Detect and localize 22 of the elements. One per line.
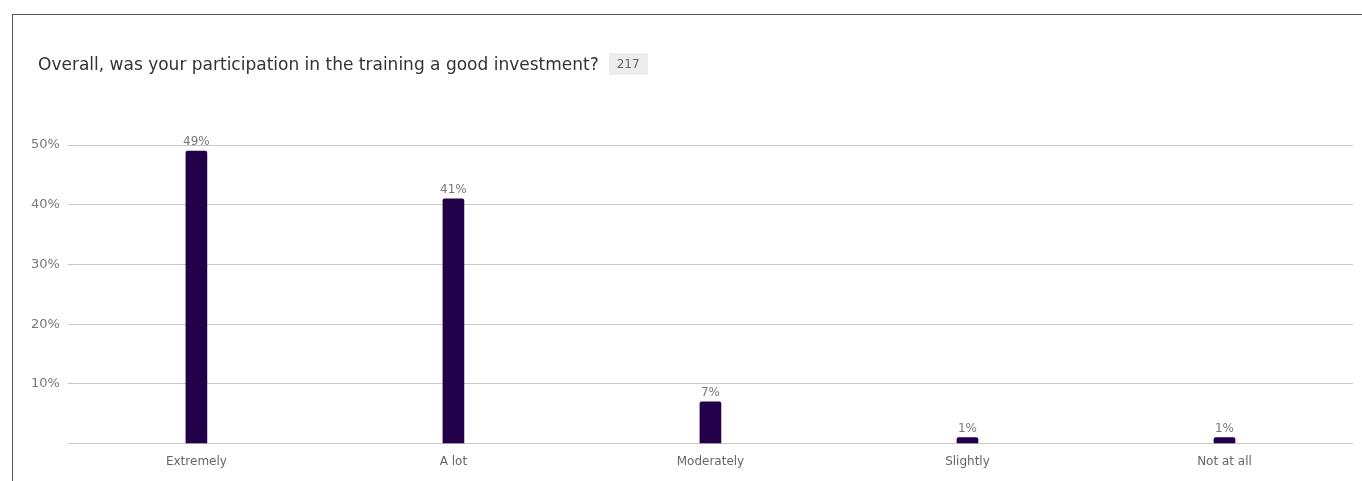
y-tick-label: 50% bbox=[30, 136, 60, 152]
data-label: 1% bbox=[1214, 420, 1235, 435]
x-tick-label: Moderately bbox=[676, 453, 745, 468]
chart-title: Overall, was your participation in the training a good investment? bbox=[38, 54, 599, 74]
bar bbox=[185, 150, 208, 444]
bar bbox=[956, 437, 979, 444]
bar bbox=[442, 198, 465, 444]
x-tick-label: A lot bbox=[439, 453, 468, 468]
bar bbox=[699, 401, 722, 444]
data-label: 1% bbox=[957, 420, 977, 435]
y-tick-label: 30% bbox=[30, 255, 60, 271]
data-label: 49% bbox=[183, 134, 210, 149]
y-tick-label: 20% bbox=[30, 315, 60, 331]
data-label: 41% bbox=[440, 181, 467, 196]
x-tick-label: Not at all bbox=[1197, 453, 1252, 468]
data-label: 7% bbox=[700, 384, 720, 399]
text: 217 bbox=[608, 53, 648, 75]
bar bbox=[1213, 437, 1236, 444]
x-tick-label: Extremely bbox=[165, 453, 227, 468]
y-tick-label: 40% bbox=[30, 196, 60, 212]
x-tick-label: Slightly bbox=[945, 453, 990, 468]
y-tick-label: 10% bbox=[30, 375, 60, 391]
